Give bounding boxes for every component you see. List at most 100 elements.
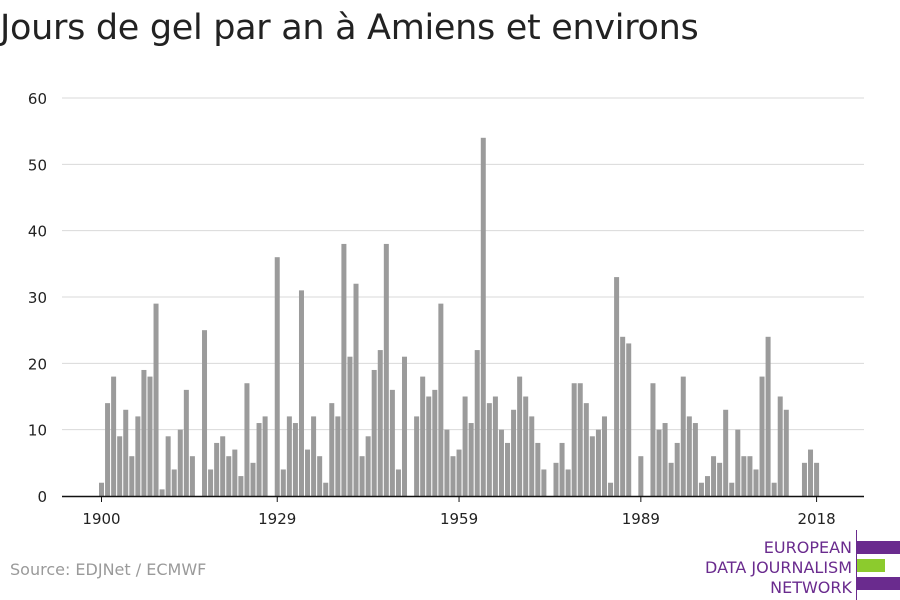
bar — [414, 416, 420, 496]
bar — [305, 449, 311, 496]
bar — [347, 356, 353, 496]
y-tick-label: 30 — [28, 289, 47, 307]
bar — [698, 482, 704, 496]
bar — [511, 409, 517, 496]
bar — [626, 343, 632, 496]
y-axis-tick-labels: 0 10 20 30 40 50 60 — [28, 90, 47, 506]
x-tick-label: 1900 — [82, 510, 120, 528]
bar — [450, 456, 456, 496]
bar — [535, 442, 541, 496]
bar — [614, 277, 620, 496]
bar — [505, 442, 511, 496]
bar — [432, 389, 438, 496]
logo-bar-purple-bottom — [857, 577, 900, 590]
bar — [759, 376, 765, 496]
bar — [183, 389, 189, 496]
bar — [177, 429, 183, 496]
logo-line-1: EUROPEAN — [763, 538, 852, 557]
bar — [650, 383, 656, 496]
bar — [686, 416, 692, 496]
bar — [383, 243, 389, 496]
bar — [153, 303, 159, 496]
bar — [486, 403, 492, 496]
bar — [335, 416, 341, 496]
bar — [492, 396, 498, 496]
chart-title: Jours de gel par an à Amiens et environs — [0, 8, 699, 48]
bar — [123, 409, 129, 496]
bar — [214, 442, 220, 496]
bar — [311, 416, 317, 496]
bar — [523, 396, 529, 496]
bar — [111, 376, 117, 496]
bar — [662, 423, 668, 496]
bar — [765, 336, 771, 496]
bar — [723, 409, 729, 496]
bar — [674, 442, 680, 496]
bar — [571, 383, 577, 496]
bar — [771, 482, 777, 496]
bar — [595, 429, 601, 496]
bar — [717, 462, 723, 496]
bar — [250, 462, 256, 496]
bar — [323, 482, 329, 496]
bar — [256, 423, 262, 496]
bar — [226, 456, 232, 496]
bar — [729, 482, 735, 496]
bar — [498, 429, 504, 496]
bar — [638, 456, 644, 496]
bar — [286, 416, 292, 496]
bar — [135, 416, 141, 496]
bar — [705, 476, 710, 496]
y-tick-label: 60 — [28, 90, 47, 108]
bar — [165, 436, 171, 496]
bar — [753, 469, 759, 496]
bar — [474, 350, 480, 496]
bar — [462, 396, 468, 496]
bar — [238, 476, 244, 496]
source-note: Source: EDJNet / ECMWF — [10, 560, 207, 579]
bar — [668, 462, 674, 496]
bar — [389, 389, 395, 496]
bar — [692, 423, 698, 496]
bar — [480, 137, 486, 497]
bar — [814, 462, 820, 496]
bar — [220, 436, 226, 496]
bar — [741, 456, 747, 496]
bar — [747, 456, 753, 496]
logo-line-2: DATA JOURNALISM — [705, 558, 852, 577]
x-tick-label: 2018 — [797, 510, 835, 528]
bar — [456, 449, 462, 496]
bar — [159, 489, 165, 496]
x-axis-tick-labels: 1900 1929 1959 1989 2018 — [82, 496, 836, 528]
bar — [680, 376, 686, 496]
bar — [468, 423, 474, 496]
logo-bar-green — [857, 559, 885, 572]
bar — [559, 442, 565, 496]
bar — [565, 469, 571, 496]
bar — [329, 403, 335, 496]
bar — [541, 469, 547, 496]
bar — [280, 469, 286, 496]
bar — [189, 456, 195, 496]
bar — [117, 436, 123, 496]
bar — [395, 469, 401, 496]
bar — [583, 403, 589, 496]
bar — [711, 456, 717, 496]
bar — [262, 416, 268, 496]
bar — [274, 257, 280, 496]
logo-text: EUROPEAN DATA JOURNALISM NETWORK — [705, 538, 852, 598]
bar — [141, 369, 147, 496]
bar — [420, 376, 426, 496]
bar — [371, 369, 377, 496]
bars — [99, 137, 820, 497]
edjnet-logo[interactable]: EUROPEAN DATA JOURNALISM NETWORK — [700, 530, 900, 600]
bar — [438, 303, 444, 496]
y-tick-label: 0 — [37, 488, 47, 506]
bar — [341, 243, 347, 496]
bar — [608, 482, 614, 496]
y-tick-label: 40 — [28, 223, 47, 241]
bar — [656, 429, 662, 496]
bar — [298, 290, 304, 496]
x-tick-label: 1929 — [258, 510, 296, 528]
